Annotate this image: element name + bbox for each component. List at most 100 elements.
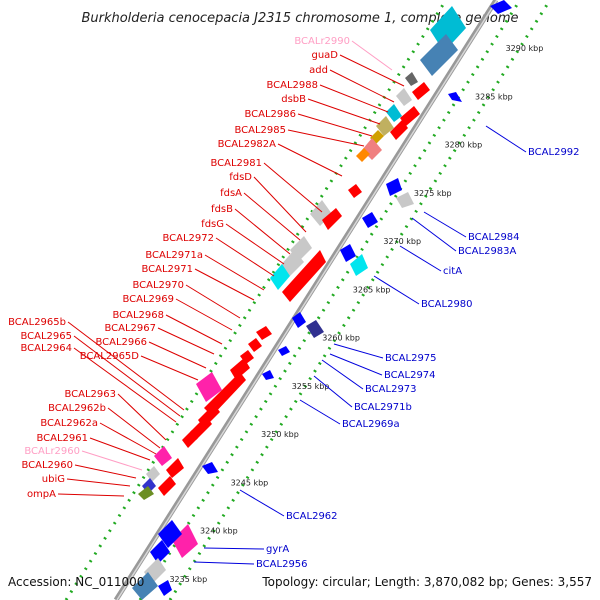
- left-gene-label: BCAL2963: [64, 389, 116, 400]
- feature-gene: [158, 520, 182, 548]
- left-gene-label: ubiG: [42, 474, 65, 485]
- feature-gene: [146, 466, 160, 482]
- feature-gene: [270, 264, 290, 290]
- left-gene-label: BCAL2964: [20, 343, 72, 354]
- left-label-connector: [117, 393, 167, 441]
- left-gene-label: BCAL2968: [112, 310, 164, 321]
- right-gene-label: BCAL2980: [421, 299, 473, 310]
- feature-gene: [306, 320, 324, 338]
- right-gene-label: BCAL2973: [365, 384, 417, 395]
- left-gene-label: BCAL2965b: [8, 317, 66, 328]
- scale-labels: 3290 kbp 3285 kbp 3280 kbp 3275 kbp 3270 kbp…: [169, 44, 543, 584]
- left-gene-label: BCAL2965: [20, 331, 72, 342]
- feature-gene: [292, 312, 306, 328]
- feature-gene: [362, 212, 378, 228]
- left-gene-label: guaD: [311, 50, 338, 61]
- left-gene-label: BCAL2982A: [218, 139, 277, 150]
- feature-gene: [132, 572, 158, 600]
- left-label-connector: [73, 335, 181, 417]
- left-gene-label: BCAL2971a: [145, 250, 203, 261]
- feature-gene: [172, 524, 198, 558]
- feature-gene: [280, 250, 304, 276]
- right-label-connector: [423, 211, 467, 238]
- feature-gene: [262, 370, 274, 380]
- left-label-connector: [225, 223, 285, 265]
- feature-gene: [230, 358, 250, 380]
- feature-gene: [396, 88, 412, 106]
- scale-label: 3280 kbp: [444, 141, 482, 150]
- left-label-connector: [234, 208, 291, 255]
- left-label-connector: [57, 493, 125, 497]
- feature-gene: [386, 178, 402, 196]
- right-gene-label: BCAL2971b: [354, 402, 412, 413]
- right-label-connector: [411, 217, 457, 252]
- right-label-connector: [485, 125, 527, 153]
- left-gene-label: BCAL2986: [244, 109, 296, 120]
- left-label-connector: [99, 422, 157, 455]
- feature-gene: [340, 244, 356, 262]
- scale-label: 3245 kbp: [231, 478, 269, 487]
- left-gene-label: dsbB: [281, 94, 306, 105]
- genome-backbone: [113, 0, 499, 600]
- scale-label: 3250 kbp: [261, 430, 299, 439]
- right-gene-label: BCAL2974: [384, 370, 436, 381]
- topology-text: Topology: circular; Length: 3,870,082 bp…: [261, 575, 592, 589]
- right-label-connector: [329, 353, 383, 376]
- feature-gene: [490, 0, 512, 14]
- feature-gene: [396, 192, 414, 208]
- scale-label: 3255 kbp: [292, 382, 330, 391]
- left-gene-label: BCAL2966: [95, 337, 147, 348]
- feature-gene: [182, 430, 198, 448]
- feature-gene: [190, 416, 212, 440]
- feature-gene: [158, 476, 176, 496]
- left-gene-label: BCAL2962a: [40, 418, 98, 429]
- feature-gene: [386, 104, 402, 122]
- right-gene-label: BCAL2983A: [458, 246, 517, 257]
- left-label-connector: [148, 341, 207, 369]
- feature-gene: [154, 446, 172, 466]
- inner-tick-track: [138, 0, 522, 600]
- left-label-connector: [67, 321, 185, 411]
- scale-label: 3270 kbp: [383, 237, 421, 246]
- map-title: Burkholderia cenocepacia J2315 chromosom…: [81, 11, 518, 26]
- right-gene-label: BCAL2992: [528, 147, 580, 158]
- left-label-connector: [297, 113, 373, 137]
- feature-gene: [202, 462, 218, 474]
- outer-tick-track-right: [168, 0, 552, 600]
- feature-gene: [166, 458, 184, 478]
- feature-gene: [348, 184, 362, 198]
- scale-label: 3265 kbp: [353, 285, 391, 294]
- left-label-connector: [339, 54, 405, 87]
- left-gene-label: ompA: [27, 489, 56, 500]
- left-gene-label: fdsG: [201, 219, 224, 230]
- left-label-connector: [74, 464, 137, 479]
- left-label-connector: [175, 298, 233, 331]
- right-gene-labels: BCAL2992 BCAL2984 BCAL2983A citA BCAL2980 BCA…: [193, 125, 580, 570]
- right-label-connector: [203, 547, 265, 550]
- left-gene-label: BCAL2960: [21, 460, 73, 471]
- right-gene-label: gyrA: [266, 544, 289, 555]
- scale-label: 3290 kbp: [506, 44, 544, 53]
- left-gene-label: add: [309, 65, 328, 76]
- left-label-connector: [157, 327, 215, 355]
- accession-text: Accession: NC_011000: [8, 575, 144, 589]
- left-label-connector: [243, 192, 301, 241]
- left-gene-label: fdsB: [211, 204, 233, 215]
- feature-gene: [448, 92, 462, 102]
- left-label-connector: [140, 355, 199, 381]
- left-label-connector: [185, 284, 241, 319]
- left-label-connector: [107, 407, 161, 449]
- right-gene-label: BCAL2984: [468, 232, 520, 243]
- right-gene-label: citA: [443, 266, 462, 277]
- feature-gene: [248, 338, 262, 352]
- left-gene-label: BCAL2988: [266, 80, 318, 91]
- right-label-connector: [373, 275, 420, 305]
- feature-gene: [390, 120, 408, 140]
- right-gene-label: BCAL2969a: [342, 419, 400, 430]
- feature-gene: [278, 346, 290, 356]
- feature-gene: [282, 250, 326, 302]
- left-label-connector: [89, 437, 151, 461]
- left-gene-label: BCAL2962b: [48, 403, 106, 414]
- left-label-connector: [204, 254, 265, 291]
